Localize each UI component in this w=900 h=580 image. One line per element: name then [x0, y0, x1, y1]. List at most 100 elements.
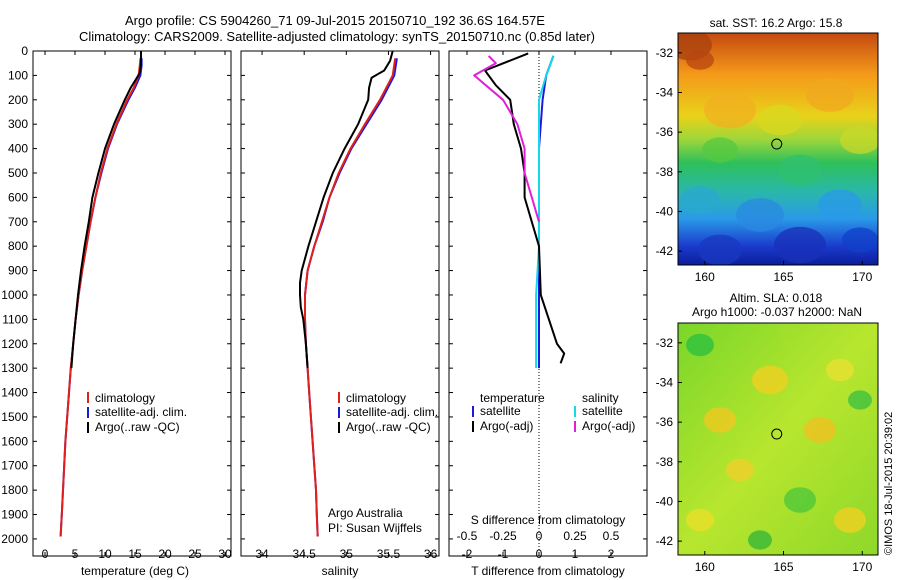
depth-tick-label: 1200: [1, 337, 28, 351]
sla-argo-position-marker: [771, 428, 783, 440]
x-tick-label: 35: [340, 547, 354, 561]
s-tick-label: 0: [536, 529, 543, 543]
map-lat-label: -42: [656, 244, 674, 258]
map-lat-label: -40: [656, 494, 674, 508]
sst-texture-patch: [774, 226, 826, 264]
difference-x-axis: -2 -1 0 1 2 -0.5 -0.25 0 0.25 0.5: [457, 51, 620, 561]
temperature-legend: climatology satellite-adj. clim. Argo(..…: [87, 391, 187, 434]
depth-tick-label: 1100: [2, 312, 28, 326]
map-lat-label: -38: [656, 165, 674, 179]
salinity-legend: climatology satellite-adj. clim. Argo(..…: [338, 391, 438, 434]
salinity-xlabel: salinity: [322, 564, 359, 578]
difference-series: [473, 52, 566, 369]
x-tick-label: 25: [188, 547, 202, 561]
map-lon-label: 170: [852, 270, 872, 284]
map-lon-label: 160: [695, 560, 715, 574]
s-tick-label: -0.25: [489, 529, 517, 543]
argo-attribution-line1: Argo Australia: [328, 506, 403, 520]
map-lon-label: 165: [773, 560, 793, 574]
s-tick-label: 0.5: [603, 529, 620, 543]
sst-texture-patch: [736, 198, 784, 232]
temperature-xlabel: temperature (deg C): [81, 564, 189, 578]
legend-label-sal-satellite: satellite: [582, 404, 623, 418]
legend-label-satellite: satellite-adj. clim.: [346, 405, 438, 419]
sla-texture-patch: [686, 333, 714, 357]
sst-texture-patch: [680, 186, 720, 214]
sla-texture-patch: [826, 358, 854, 382]
x-tick-label: 30: [218, 547, 232, 561]
series-line-argo-raw-qc: [299, 50, 394, 369]
x-tick-label: 1: [572, 547, 579, 561]
map-lat-label: -32: [656, 46, 674, 60]
x-tick-label: -2: [462, 547, 473, 561]
salinity-x-axis: 34 34.5 35 35.5 36: [255, 51, 438, 561]
sla-texture-patch: [748, 530, 772, 550]
salinity-axes: [240, 50, 440, 557]
sst-texture-patch: [702, 137, 738, 163]
map-lat-label: -36: [656, 415, 674, 429]
x-tick-label: -1: [498, 547, 509, 561]
series-line-satellite-adj-clim: [59, 58, 143, 537]
series-line-climatology: [304, 58, 397, 537]
series-line-climatology: [59, 58, 142, 537]
depth-tick-label: 700: [8, 215, 28, 229]
legend-header-salinity: salinity: [582, 391, 619, 405]
sst-texture-patch: [778, 154, 822, 186]
figure-title-line1: Argo profile: CS 5904260_71 09-Jul-2015 …: [125, 13, 545, 28]
legend-label-temp-satellite: satellite: [480, 404, 521, 418]
salinity-series: [299, 50, 398, 537]
depth-tick-label: 1400: [1, 386, 28, 400]
map-lat-label: -34: [656, 85, 674, 99]
x-tick-label: 36: [424, 547, 438, 561]
map-lat-label: -40: [656, 204, 674, 218]
difference-top-label: S difference from climatology: [471, 513, 626, 527]
x-tick-label: 35.5: [377, 547, 401, 561]
sla-texture-patch: [704, 407, 736, 433]
sla-map-axes: -32 -34 -36 -38 -40 -42 160 165 170: [656, 336, 873, 574]
sst-map: [678, 33, 878, 265]
map-lat-label: -34: [656, 375, 674, 389]
series-line-satellite-adj-clim: [304, 58, 398, 537]
s-tick-label: -0.5: [457, 529, 478, 543]
depth-tick-label: 100: [8, 68, 28, 82]
x-tick-label: 2: [608, 547, 615, 561]
sst-texture-patch: [840, 126, 878, 154]
sst-map-frame: [677, 32, 879, 266]
legend-header-temperature: temperature: [480, 391, 545, 405]
sla-map-frame: [677, 322, 879, 556]
series-line-salinity-satellite: [535, 55, 555, 369]
map-lat-label: -32: [656, 336, 674, 350]
temperature-series: [59, 51, 143, 537]
depth-axis: 0 100 200 300 400 500 600 700 800 900 1000 1100 1200…: [1, 44, 647, 546]
sla-map: [678, 323, 878, 555]
sst-texture-patch: [842, 227, 878, 253]
sla-map-title-line2: Argo h1000: -0.037 h2000: NaN: [692, 305, 862, 319]
series-line-temperature-argo-adj: [484, 52, 566, 364]
map-lat-label: -38: [656, 455, 674, 469]
x-tick-label: 0: [536, 547, 543, 561]
depth-tick-label: 1600: [1, 434, 28, 448]
depth-tick-label: 500: [8, 166, 28, 180]
depth-tick-label: 400: [8, 142, 28, 156]
depth-tick-label: 900: [8, 264, 28, 278]
sla-texture-patch: [784, 487, 816, 513]
x-tick-label: 5: [72, 547, 79, 561]
legend-label-satellite: satellite-adj. clim.: [95, 405, 187, 419]
x-tick-label: 10: [98, 547, 112, 561]
argo-attribution-line2: PI: Susan Wijffels: [328, 521, 422, 535]
sla-texture-patch: [752, 365, 788, 395]
sla-map-title-line1: Altim. SLA: 0.018: [730, 291, 823, 305]
sst-texture-patch: [758, 104, 802, 136]
sst-texture-patch: [686, 50, 714, 70]
legend-label-climatology: climatology: [346, 391, 406, 405]
map-lon-label: 165: [773, 270, 793, 284]
sla-texture-patch: [834, 507, 866, 533]
sst-texture-patch: [704, 91, 756, 129]
series-line-salinity-argo-adj: [473, 55, 540, 223]
sst-texture-patch: [698, 234, 742, 265]
map-lon-label: 160: [695, 270, 715, 284]
depth-tick-label: 800: [8, 239, 28, 253]
legend-label-argo: Argo(..raw -QC): [346, 420, 431, 434]
temperature-x-axis: 0 5 10 15 20 25 30: [42, 51, 232, 561]
